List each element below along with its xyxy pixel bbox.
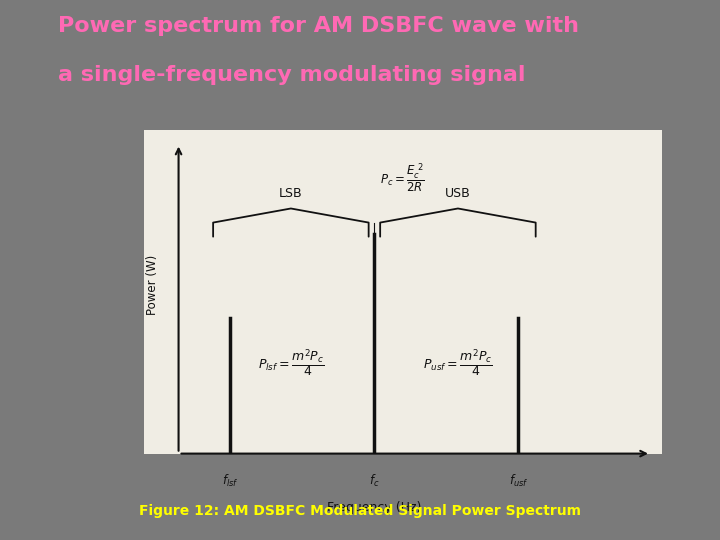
Text: $f_{lsf}$: $f_{lsf}$ [222, 474, 239, 489]
Text: USB: USB [445, 187, 471, 200]
Text: Figure 12: AM DSBFC Modulated Signal Power Spectrum: Figure 12: AM DSBFC Modulated Signal Pow… [139, 504, 581, 518]
Text: Power spectrum for AM DSBFC wave with: Power spectrum for AM DSBFC wave with [58, 16, 579, 36]
Text: Frequency (Hz): Frequency (Hz) [327, 502, 422, 515]
Text: $P_c = \dfrac{E_c^{\ 2}}{2R}$: $P_c = \dfrac{E_c^{\ 2}}{2R}$ [380, 161, 425, 194]
Text: $P_{lsf} = \dfrac{m^2 P_c}{4}$: $P_{lsf} = \dfrac{m^2 P_c}{4}$ [258, 348, 324, 379]
Text: $f_c$: $f_c$ [369, 474, 379, 489]
Text: LSB: LSB [279, 187, 302, 200]
Text: $P_{usf} = \dfrac{m^2 P_c}{4}$: $P_{usf} = \dfrac{m^2 P_c}{4}$ [423, 348, 492, 379]
Text: Power (W): Power (W) [146, 254, 159, 315]
Text: $f_{usf}$: $f_{usf}$ [508, 474, 528, 489]
Text: a single-frequency modulating signal: a single-frequency modulating signal [58, 65, 525, 85]
